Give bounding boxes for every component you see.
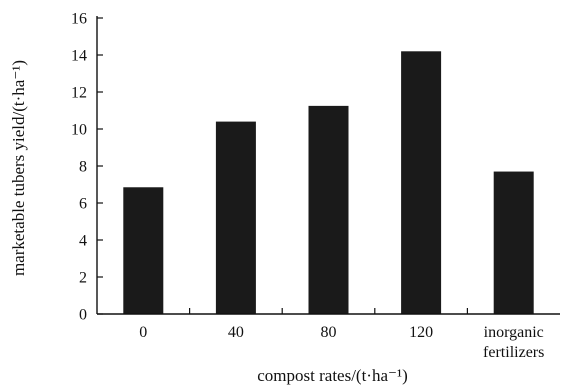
y-tick-label: 8 — [79, 159, 87, 176]
y-tick-label: 10 — [71, 122, 87, 139]
y-tick-label: 16 — [71, 11, 87, 28]
y-tick-label: 4 — [79, 233, 87, 250]
x-axis-label: compost rates/(t·ha⁻¹) — [257, 366, 408, 385]
bar — [401, 51, 442, 315]
y-tick-label: 14 — [71, 48, 87, 65]
x-tick-label: 80 — [321, 324, 337, 341]
y-tick-label: 12 — [71, 85, 87, 102]
y-tick-label: 0 — [79, 307, 87, 324]
x-tick-label: 40 — [228, 324, 244, 341]
bar — [308, 105, 349, 314]
y-tick-label: 6 — [79, 196, 87, 213]
bar — [493, 171, 534, 314]
x-tick-label: 120 — [409, 324, 433, 341]
y-tick-label: 2 — [79, 270, 87, 287]
x-tick-label: inorganic fertilizers — [483, 324, 544, 361]
y-axis-label: marketable tubers yield/(t·ha⁻¹) — [9, 60, 28, 276]
bar — [215, 121, 256, 314]
bar — [123, 187, 164, 314]
x-tick-label: 0 — [139, 324, 147, 341]
